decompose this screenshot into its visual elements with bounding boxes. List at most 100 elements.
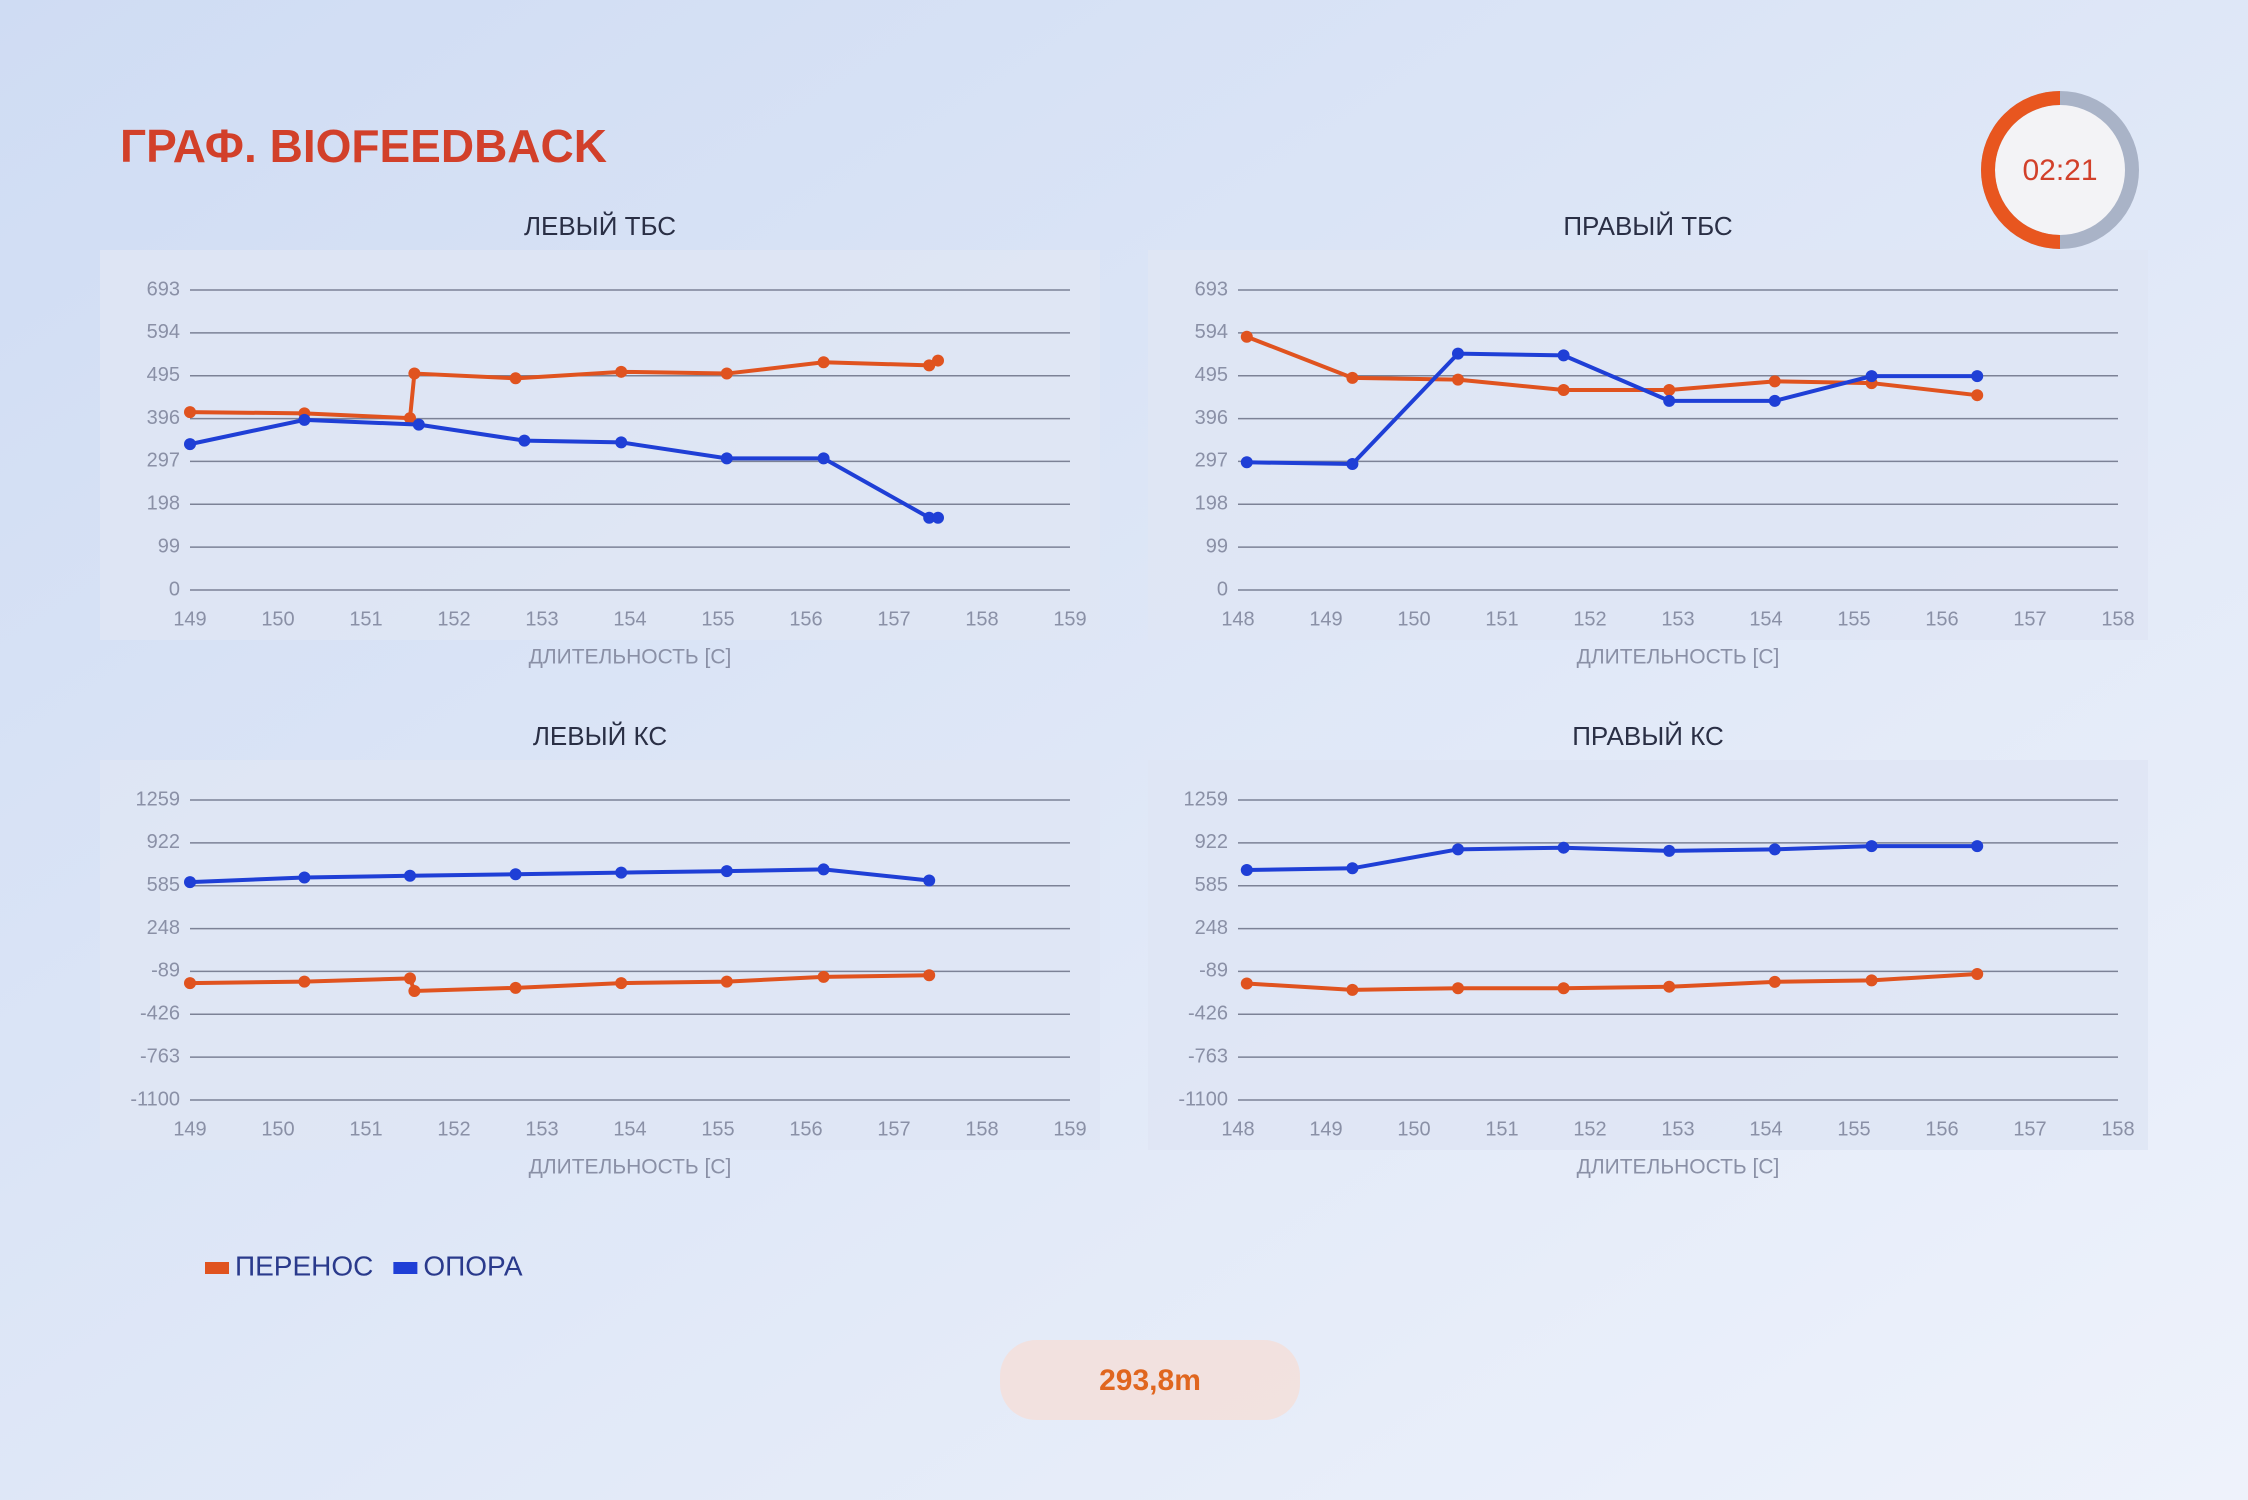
y-tick-label: 585 [147,874,180,896]
x-tick-label: 155 [701,608,734,630]
y-tick-label: 198 [147,493,180,515]
x-tick-label: 151 [349,608,382,630]
point [1452,373,1464,386]
point [1971,967,1984,980]
x-tick-label: 156 [789,608,822,630]
point [1346,983,1359,996]
y-tick-label: 396 [147,407,180,429]
y-tick-label: 922 [1195,831,1228,853]
point [184,977,196,990]
y-tick-label: 585 [1195,874,1228,896]
point [923,359,936,372]
plot-panel [100,250,1100,640]
x-tick-label: 150 [1397,1118,1430,1140]
x-tick-label: 156 [789,1118,822,1140]
y-tick-label: 297 [1195,450,1228,472]
x-tick-label: 156 [1925,608,1958,630]
y-tick-label: 248 [1195,917,1228,939]
x-tick-label: 154 [613,608,646,630]
point [923,874,936,887]
x-tick-label: 152 [437,608,470,630]
point [412,418,425,431]
y-tick-label: 693 [1195,278,1228,300]
point [184,438,196,451]
y-tick-label: 297 [147,450,180,472]
point [1663,980,1676,993]
point [817,452,830,465]
x-tick-label: 158 [965,1118,998,1140]
x-tick-label: 152 [437,1118,470,1140]
chart: ПРАВЫЙ КС -1100 -763 -426 -89 248 585 922 1259 14… [1148,721,2148,1179]
x-tick-label: 149 [173,608,206,630]
point [298,413,311,426]
x-tick-label: 153 [525,608,558,630]
point [184,406,196,419]
x-tick-label: 149 [1309,1118,1342,1140]
point [1346,371,1359,384]
x-tick-label: 154 [1749,1118,1782,1140]
point [408,985,421,998]
distance: 293,8m [1099,1364,1201,1397]
x-tick-label: 152 [1573,608,1606,630]
x-tick-label: 155 [1837,1118,1870,1140]
point [1663,844,1676,857]
chart: ЛЕВЫЙ ТБС 0 99 198 297 396 495 594 693 149 150 151 1… [100,211,1100,669]
point [1346,862,1359,875]
point [1971,389,1984,402]
point [1557,982,1570,995]
point [1768,375,1781,388]
point [1865,974,1878,987]
point [1452,843,1464,856]
x-axis-label: ДЛИТЕЛЬНОСТЬ [С] [1577,1156,1780,1179]
point [817,970,830,983]
y-tick-label: 0 [1217,578,1228,600]
point [932,354,944,367]
point [1240,863,1253,876]
y-tick-label: -1100 [1178,1088,1228,1110]
x-tick-label: 151 [349,1118,382,1140]
point [404,869,416,882]
point [615,866,628,879]
x-tick-label: 150 [261,1118,294,1140]
x-tick-label: 157 [2013,608,2046,630]
point [1768,394,1781,407]
point [817,356,830,369]
point [1971,840,1984,853]
point [1452,347,1464,360]
point [615,977,628,990]
x-tick-label: 157 [877,608,910,630]
point [509,372,522,385]
point [408,367,421,380]
point [1663,384,1676,396]
plot-panel [1148,250,2148,640]
point [509,981,522,994]
x-tick-label: 154 [1749,608,1782,630]
x-tick-label: 156 [1925,1118,1958,1140]
x-tick-label: 149 [173,1118,206,1140]
y-tick-label: 396 [1195,407,1228,429]
x-tick-label: 158 [2101,608,2134,630]
y-tick-label: -763 [1188,1045,1228,1067]
y-tick-label: 594 [1195,321,1228,343]
legend: ПЕРЕНОС ОПОРА [205,1250,523,1281]
x-tick-label: 148 [1221,1118,1254,1140]
series-line [1246,844,1978,872]
point [509,868,522,881]
point [298,871,311,884]
y-tick-label: 99 [158,535,180,557]
y-tick-label: 495 [147,364,180,386]
chart: ПРАВЫЙ ТБС 0 99 198 297 396 495 594 693 148 149 150… [1148,211,2148,669]
point [1768,843,1781,856]
point [184,876,196,889]
y-tick-label: -426 [1188,1003,1228,1025]
x-tick-label: 151 [1485,608,1518,630]
x-tick-label: 151 [1485,1118,1518,1140]
point [615,436,628,449]
x-tick-label: 157 [2013,1118,2046,1140]
x-tick-label: 150 [261,608,294,630]
legend-label: ОПОРА [423,1250,522,1281]
y-tick-label: 922 [147,831,180,853]
y-tick-label: 198 [1195,493,1228,515]
